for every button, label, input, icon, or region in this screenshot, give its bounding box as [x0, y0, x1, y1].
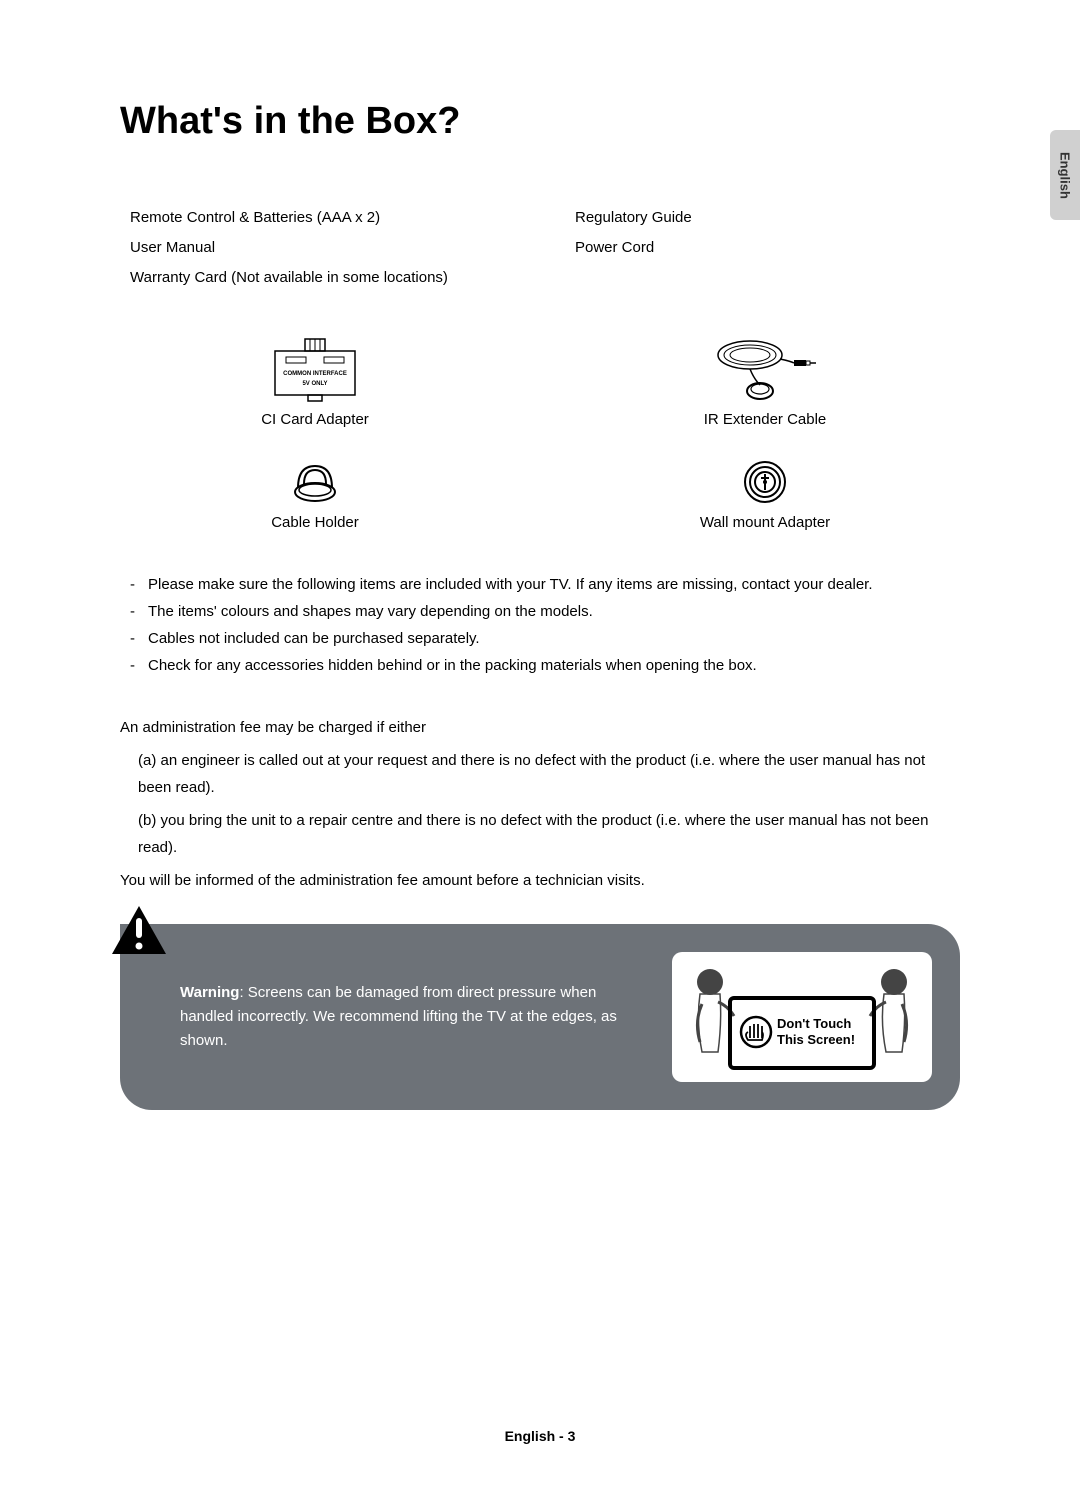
ci-text1: COMMON INTERFACE — [283, 371, 347, 377]
list-item: Please make sure the following items are… — [130, 571, 960, 598]
page-footer: English - 3 — [0, 1428, 1080, 1444]
list-item: Remote Control & Batteries (AAA x 2) — [130, 203, 515, 233]
items-right-column: Regulatory Guide Power Cord — [575, 203, 960, 293]
warn-img-t2: This Screen! — [777, 1032, 855, 1047]
ci-text2: 5V ONLY — [302, 381, 327, 387]
icon-grid: COMMON INTERFACE 5V ONLY CI Card Adapter — [120, 333, 960, 531]
ir-extender-block: IR Extender Cable — [704, 333, 827, 428]
cable-holder-block: Cable Holder — [271, 458, 359, 531]
list-item: Warranty Card (Not available in some loc… — [130, 263, 515, 293]
page: English What's in the Box? Remote Contro… — [0, 0, 1080, 1494]
list-item: Power Cord — [575, 233, 960, 263]
warn-img-t1: Don't Touch — [777, 1016, 851, 1031]
page-title: What's in the Box? — [120, 100, 960, 143]
list-item: Check for any accessories hidden behind … — [130, 652, 960, 679]
cable-holder-label: Cable Holder — [271, 514, 359, 531]
wall-mount-icon — [700, 458, 830, 506]
icon-col-left: COMMON INTERFACE 5V ONLY CI Card Adapter — [120, 333, 510, 531]
admin-b: (b) you bring the unit to a repair centr… — [120, 807, 960, 861]
notes-list: Please make sure the following items are… — [130, 571, 960, 679]
wall-mount-label: Wall mount Adapter — [700, 514, 830, 531]
ir-extender-label: IR Extender Cable — [704, 411, 827, 428]
warning-icon — [110, 904, 168, 956]
language-tab: English — [1050, 130, 1080, 220]
items-left-column: Remote Control & Batteries (AAA x 2) Use… — [130, 203, 515, 293]
admin-outro: You will be informed of the administrati… — [120, 867, 960, 894]
ci-card-adapter-block: COMMON INTERFACE 5V ONLY CI Card Adapter — [261, 333, 369, 428]
list-item: Cables not included can be purchased sep… — [130, 625, 960, 652]
list-item: The items' colours and shapes may vary d… — [130, 598, 960, 625]
warning-illustration: Don't Touch This Screen! — [672, 952, 932, 1082]
items-list: Remote Control & Batteries (AAA x 2) Use… — [130, 203, 960, 293]
warning-label: Warning — [180, 984, 239, 1001]
admin-a: (a) an engineer is called out at your re… — [120, 747, 960, 801]
ci-card-adapter-label: CI Card Adapter — [261, 411, 369, 428]
warning-text: Warning: Screens can be damaged from dir… — [180, 981, 652, 1053]
cable-holder-icon — [271, 458, 359, 506]
admin-intro: An administration fee may be charged if … — [120, 714, 960, 741]
list-item: Regulatory Guide — [575, 203, 960, 233]
ir-extender-icon — [704, 333, 827, 403]
language-tab-label: English — [1058, 152, 1073, 199]
warning-body: : Screens can be damaged from direct pre… — [180, 984, 617, 1049]
icon-col-right: IR Extender Cable Wall mount Adapter — [570, 333, 960, 531]
warning-box: Warning: Screens can be damaged from dir… — [120, 924, 960, 1110]
admin-fee-section: An administration fee may be charged if … — [120, 714, 960, 894]
wall-mount-block: Wall mount Adapter — [700, 458, 830, 531]
list-item: User Manual — [130, 233, 515, 263]
ci-card-adapter-icon: COMMON INTERFACE 5V ONLY — [261, 333, 369, 403]
